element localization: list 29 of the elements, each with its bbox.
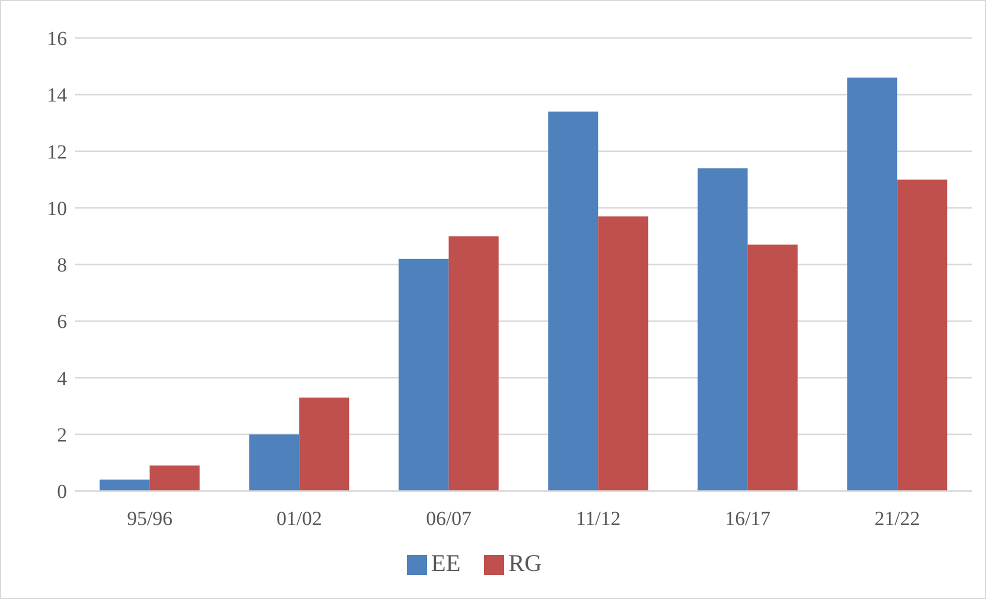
x-tick-label: 06/07 (426, 508, 472, 530)
bar (847, 78, 898, 491)
bar (150, 466, 200, 491)
bar (748, 244, 798, 491)
y-tick-label: 12 (47, 141, 67, 164)
bar (448, 236, 499, 491)
bar (299, 398, 350, 491)
legend-label: EE (431, 551, 460, 577)
legend-label: RG (508, 551, 542, 577)
bar (100, 480, 150, 491)
y-tick-label: 8 (57, 254, 67, 277)
y-tick-label: 10 (47, 198, 67, 220)
x-tick-label: 21/22 (874, 508, 920, 530)
y-tick-label: 16 (47, 28, 67, 50)
y-tick-label: 14 (47, 84, 67, 107)
y-tick-label: 4 (57, 368, 67, 390)
bar (897, 180, 948, 491)
x-tick-label: 11/12 (576, 508, 621, 530)
y-tick-label: 0 (57, 481, 67, 504)
bar (548, 112, 598, 491)
x-tick-label: 01/02 (276, 508, 322, 530)
x-tick-label: 95/96 (126, 508, 173, 530)
bar (249, 434, 300, 491)
x-tick-label: 16/17 (724, 508, 771, 530)
bar (598, 216, 648, 491)
y-tick-label: 2 (57, 424, 67, 446)
bar (698, 168, 748, 491)
y-tick-label: 6 (57, 311, 67, 334)
bar (398, 258, 449, 491)
